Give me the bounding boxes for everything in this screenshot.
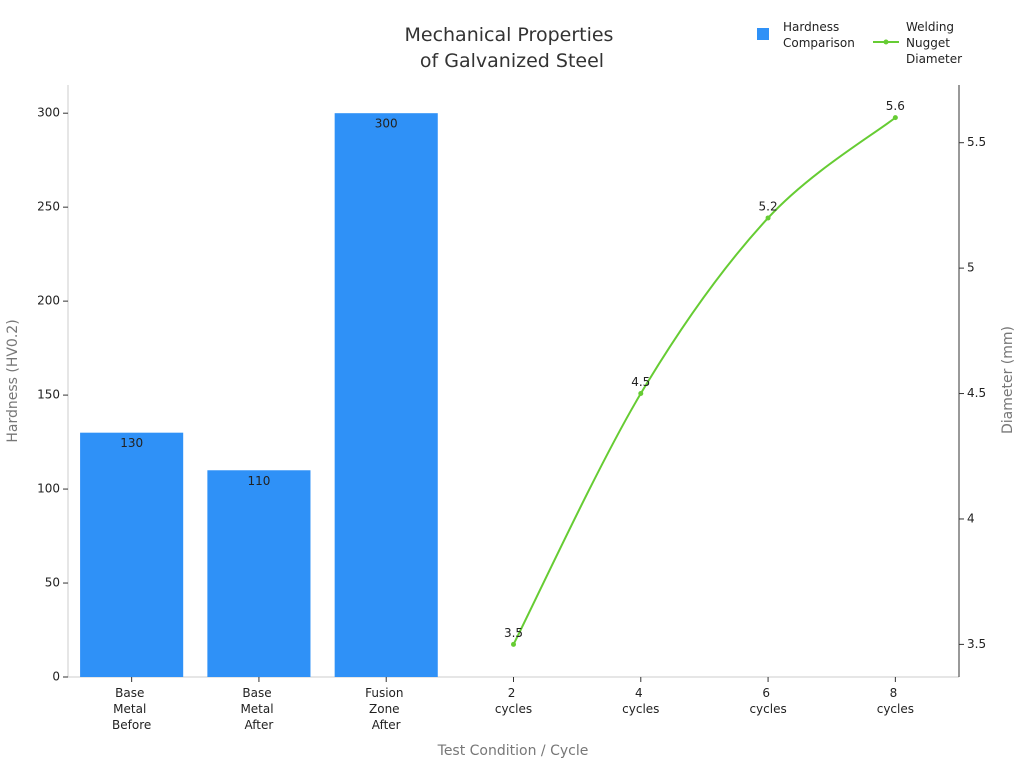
y-tick-label: 0 (52, 670, 60, 684)
line-value-label: 5.6 (886, 99, 905, 113)
y-tick-label: 200 (37, 294, 60, 308)
x-tick-label: 6 cycles (749, 686, 786, 716)
y-tick-label: 300 (37, 106, 60, 120)
y2-tick-label: 5 (967, 261, 975, 275)
x-tick-label: 4 cycles (622, 686, 659, 716)
x-tick-label: Base Metal After (240, 686, 277, 732)
legend-label: Hardness Comparison (783, 20, 855, 50)
bar (334, 113, 438, 677)
chart-title: Mechanical Properties of Galvanized Stee… (404, 24, 619, 72)
line-point (892, 115, 898, 121)
y2-tick-label: 3.5 (967, 637, 986, 651)
line-point (638, 391, 644, 397)
bar-value-label: 300 (375, 117, 398, 131)
line (512, 116, 896, 645)
y-tick-label: 150 (37, 388, 60, 402)
y2-tick-label: 5.5 (967, 135, 986, 149)
line-value-label: 3.5 (504, 626, 523, 640)
bar (207, 470, 311, 677)
x-tick-label: Fusion Zone After (365, 686, 407, 732)
line-point (765, 215, 771, 221)
y-axis-title: Hardness (HV0.2) (5, 319, 21, 442)
x-tick-label: 2 cycles (495, 686, 532, 716)
x-tick-label: 8 cycles (877, 686, 914, 716)
y-tick-label: 250 (37, 200, 60, 214)
x-axis-title: Test Condition / Cycle (437, 743, 589, 759)
y2-tick-label: 4.5 (967, 386, 986, 400)
y-tick-label: 100 (37, 482, 60, 496)
line-point (511, 641, 516, 647)
line-value-label: 4.5 (631, 375, 650, 389)
y2-axis-title: Diameter (mm) (1000, 326, 1016, 434)
line-value-label: 5.2 (759, 199, 778, 213)
legend-swatch-point (883, 39, 889, 45)
bar (80, 432, 184, 677)
legend-label: Welding Nugget Diameter (906, 20, 962, 66)
y-tick-label: 50 (45, 576, 60, 590)
bar-value-label: 130 (120, 436, 143, 450)
legend-swatch (757, 28, 769, 40)
y2-tick-label: 4 (967, 511, 975, 525)
x-tick-label: Base Metal Before (112, 686, 151, 732)
bar-value-label: 110 (247, 474, 270, 488)
